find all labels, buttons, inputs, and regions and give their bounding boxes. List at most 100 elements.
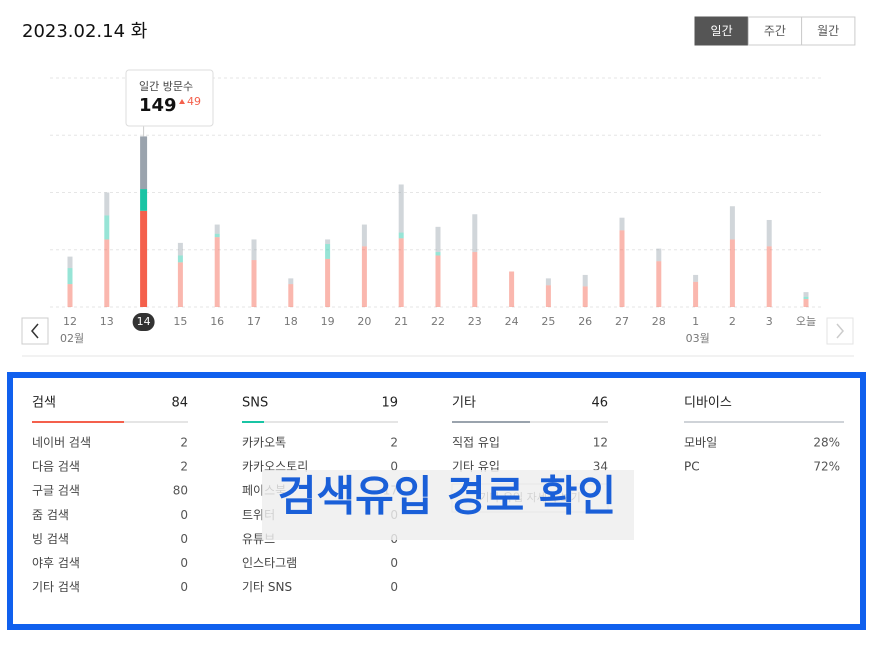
bar-segment — [104, 215, 110, 240]
row-label: PC — [684, 460, 700, 474]
change-arrow — [179, 99, 185, 104]
bar-segment — [729, 206, 735, 240]
selected-pill — [132, 313, 155, 331]
bar-segment — [472, 252, 478, 307]
bar-segment — [214, 233, 220, 238]
bar-segment — [545, 278, 551, 286]
bar-segment — [619, 230, 625, 307]
bar-segment — [582, 286, 588, 307]
x-tick-label: 15 — [173, 315, 187, 328]
bar-segment — [729, 239, 735, 307]
tab[interactable] — [747, 16, 803, 46]
section-total: 19 — [381, 396, 398, 411]
tooltip-change: 49 — [187, 95, 201, 108]
section-total: 46 — [591, 396, 608, 411]
bar-segment — [288, 278, 294, 285]
row-label: 모바일 — [684, 436, 717, 450]
tab[interactable] — [694, 16, 749, 46]
bar-segment — [67, 256, 73, 269]
date: 2023.02.14 화 — [22, 21, 147, 42]
overlay-caption: 검색유입 경로 확인 — [278, 472, 616, 521]
row-label: 다음 검색 — [32, 460, 80, 474]
x-tick-label: 17 — [247, 315, 261, 328]
row-value: 0 — [180, 508, 188, 522]
row-label: 기타 검색 — [32, 580, 80, 594]
row-value: 28% — [813, 436, 840, 450]
bar-segment — [140, 136, 148, 190]
bar-segment — [803, 292, 809, 297]
bar-segment — [693, 281, 699, 307]
bar-segment — [288, 284, 294, 307]
x-tick-label: 26 — [578, 315, 592, 328]
prev-button[interactable] — [21, 317, 49, 345]
x-tick-label: 27 — [615, 315, 629, 328]
bar-segment — [398, 184, 404, 233]
bar-segment — [803, 298, 809, 307]
section-title: 기타 — [452, 396, 476, 411]
bar-segment — [177, 262, 183, 307]
x-tick-label: 28 — [652, 315, 666, 328]
overlay-bg — [262, 470, 634, 540]
row-value: 72% — [813, 460, 840, 474]
x-tick-label: 2 — [729, 315, 736, 328]
row-value: 0 — [390, 460, 398, 474]
x-tick-label: 22 — [431, 315, 445, 328]
tooltip-value: 149 — [139, 95, 177, 116]
row-label: 카카오톡 — [242, 436, 286, 450]
bar-segment — [435, 255, 441, 307]
bar-segment — [398, 238, 404, 307]
prev-icon — [31, 323, 39, 339]
row-label: 기타 SNS — [242, 580, 292, 594]
row-value: 0 — [180, 556, 188, 570]
x-tick-label: 오늘 — [796, 315, 816, 328]
row-label: 빙 검색 — [32, 532, 69, 546]
bar-segment — [251, 239, 257, 261]
row-label: 야후 검색 — [32, 556, 80, 570]
bar-segment — [582, 274, 588, 287]
row-label: 구글 검색 — [32, 484, 80, 498]
row-value: 0 — [390, 580, 398, 594]
bar-segment — [435, 226, 441, 253]
row-value: 2 — [390, 436, 398, 450]
bar-segment — [67, 268, 73, 285]
row-label: 네이버 검색 — [32, 436, 91, 450]
bar-segment — [214, 237, 220, 307]
bar-segment — [361, 224, 367, 247]
x-tick-label: 20 — [357, 315, 371, 328]
row-value: 80 — [173, 484, 188, 498]
x-tick-label: 25 — [541, 315, 555, 328]
row-label: 인스타그램 — [242, 556, 297, 570]
row-label: 직접 유입 — [452, 436, 500, 450]
bar-segment — [67, 284, 73, 307]
bar-segment — [693, 274, 699, 282]
tab-label: 일간 — [711, 24, 733, 38]
section-title: SNS — [242, 396, 268, 411]
row-value: 0 — [180, 580, 188, 594]
next-icon — [836, 323, 844, 339]
tab-label: 월간 — [817, 24, 839, 38]
x-tick-label: 3 — [766, 315, 773, 328]
next-button[interactable] — [826, 317, 854, 345]
bar-segment — [435, 252, 441, 256]
x-tick-label: 18 — [284, 315, 298, 328]
row-value: 12 — [593, 436, 608, 450]
bar-segment — [104, 239, 110, 307]
bar-segment — [509, 271, 515, 307]
x-tick-label: 24 — [505, 315, 519, 328]
bar-segment — [398, 232, 404, 239]
x-tick-label: 1 — [692, 315, 699, 328]
bar-segment — [803, 296, 809, 299]
bar-segment — [472, 214, 478, 253]
bar-segment — [656, 248, 662, 262]
x-tick-label: 16 — [210, 315, 224, 328]
tab[interactable] — [801, 16, 856, 46]
bar-segment — [177, 242, 183, 256]
bar-segment — [325, 258, 331, 307]
bar-segment — [361, 246, 367, 307]
bar-segment — [325, 244, 331, 259]
bar-segment — [766, 246, 772, 307]
section-title: 디바이스 — [684, 396, 732, 411]
bar-segment — [766, 219, 772, 247]
tooltip — [125, 69, 214, 127]
